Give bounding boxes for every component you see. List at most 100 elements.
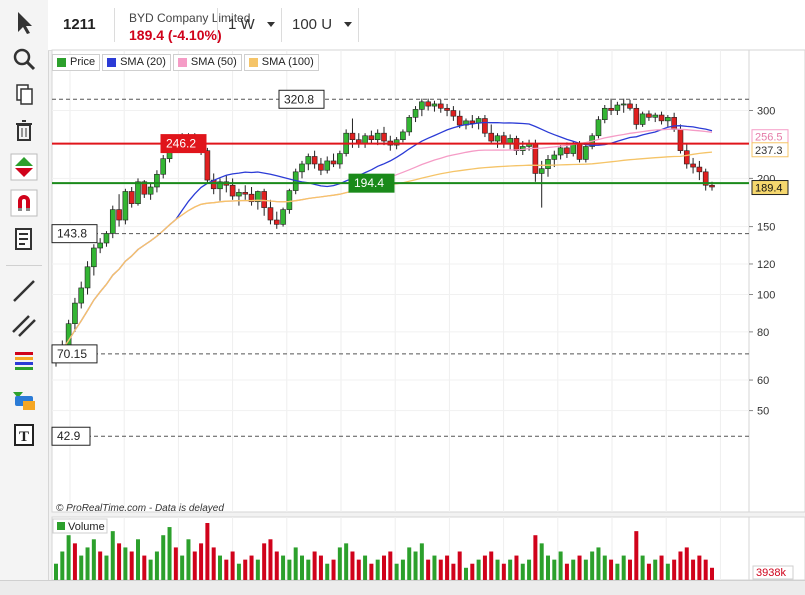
axis-tick-label: 150	[757, 222, 775, 234]
volume-bar	[539, 543, 544, 580]
buy-sell-icon[interactable]	[9, 152, 39, 182]
candle-body	[128, 191, 135, 204]
candle-body	[311, 156, 318, 165]
price-panel	[51, 49, 750, 513]
zoom-icon[interactable]	[9, 44, 39, 74]
ticker-code: 1211	[63, 16, 96, 33]
text-tool-icon[interactable]: T	[9, 420, 39, 450]
volume-bar	[104, 555, 109, 580]
volume-badge: 3938k	[752, 565, 794, 580]
candle-body	[450, 110, 457, 117]
candle-body	[154, 173, 160, 188]
shapes-icon[interactable]	[9, 384, 39, 414]
level-label-box	[160, 134, 207, 154]
volume-bar	[426, 559, 431, 580]
volume-bar	[306, 559, 311, 580]
volume-bar	[691, 559, 696, 580]
volume-bar	[394, 563, 399, 580]
legend-sma20[interactable]: SMA (20)	[102, 54, 171, 71]
candle-body	[122, 191, 129, 221]
candle-body	[601, 107, 608, 120]
pointer-icon[interactable]	[9, 8, 39, 38]
copy-icon[interactable]	[9, 80, 39, 110]
axis-tick-label: 300	[757, 106, 775, 118]
candle-body	[406, 117, 413, 133]
volume-bar	[281, 555, 286, 580]
fibonacci-icon[interactable]	[9, 346, 39, 376]
level-label: 70.15	[51, 344, 98, 364]
candle-body	[318, 163, 324, 171]
volume-bar	[205, 523, 210, 580]
legend-label: SMA (50)	[190, 56, 237, 68]
candle-body	[576, 143, 583, 160]
trash-icon[interactable]	[9, 116, 39, 146]
watermark: © ProRealTime.com - Data is delayed	[56, 503, 224, 514]
volume-bar	[72, 543, 77, 580]
candle-body	[97, 242, 103, 249]
last-price-change: 189.4 (-4.10%)	[129, 27, 222, 43]
volume-bar	[476, 559, 481, 580]
price-axis	[748, 49, 805, 513]
volume-bar	[659, 555, 664, 580]
level-label: 143.8	[51, 224, 98, 244]
interval-value: 1 W	[228, 16, 255, 33]
legend-sma50[interactable]: SMA (50)	[172, 54, 242, 71]
volume-bar	[274, 551, 279, 580]
axis-price-badge: 237.3	[751, 142, 789, 158]
volume-bar	[344, 543, 349, 580]
volume-bar	[653, 559, 658, 580]
header-divider	[358, 8, 359, 42]
interval-dropdown[interactable]: 1 W	[228, 16, 275, 33]
candle-body	[494, 135, 501, 142]
volume-badge-text: 3938k	[756, 567, 786, 579]
volume-bar	[85, 547, 90, 580]
axis-tick-label: 60	[757, 375, 769, 387]
parallel-lines-icon[interactable]	[9, 310, 39, 340]
volume-bar	[489, 551, 494, 580]
volume-bar	[199, 543, 204, 580]
candle-body	[551, 154, 558, 160]
candle-body	[431, 103, 438, 107]
candle-body	[255, 191, 261, 203]
candle-body	[620, 103, 627, 106]
line-tool-icon[interactable]	[9, 276, 39, 306]
candle-body	[91, 247, 97, 268]
candle-body	[658, 114, 665, 122]
list-icon[interactable]	[9, 224, 39, 254]
candle-body	[368, 135, 375, 141]
candle-body	[349, 132, 356, 141]
level-label: 42.9	[51, 426, 91, 446]
volume-bar	[180, 555, 185, 580]
candle-body	[469, 120, 476, 124]
candle-body	[557, 147, 564, 156]
candle-body	[330, 160, 337, 165]
volume-bar	[255, 559, 260, 580]
candle-body	[299, 163, 305, 173]
volume-bar	[445, 555, 450, 580]
volume-bar	[161, 535, 166, 580]
volume-bar	[312, 551, 317, 580]
volume-bar	[54, 563, 58, 580]
units-dropdown[interactable]: 100 U	[292, 16, 353, 33]
axis-tick-label: 100	[757, 290, 775, 302]
volume-bar	[224, 559, 229, 580]
volume-bar	[110, 531, 115, 580]
volume-bar	[325, 563, 330, 580]
candle-body	[135, 181, 141, 204]
candle-body	[583, 146, 589, 160]
candle-body	[709, 184, 715, 188]
volume-bar	[508, 559, 513, 580]
volume-bar	[615, 563, 620, 580]
volume-bar	[634, 531, 639, 580]
legend-price[interactable]: Price	[52, 54, 101, 71]
candle-body	[141, 181, 148, 195]
volume-bar	[703, 559, 708, 580]
legend-sma100[interactable]: SMA (100)	[243, 54, 319, 71]
volume-badge-box	[752, 565, 794, 580]
candle-body	[614, 104, 621, 111]
magnet-icon[interactable]	[9, 188, 39, 218]
chart-header: 1211 BYD Company Limited 189.4 (-4.10%) …	[48, 0, 805, 51]
volume-bar	[268, 539, 273, 580]
volume-bar	[60, 551, 65, 580]
